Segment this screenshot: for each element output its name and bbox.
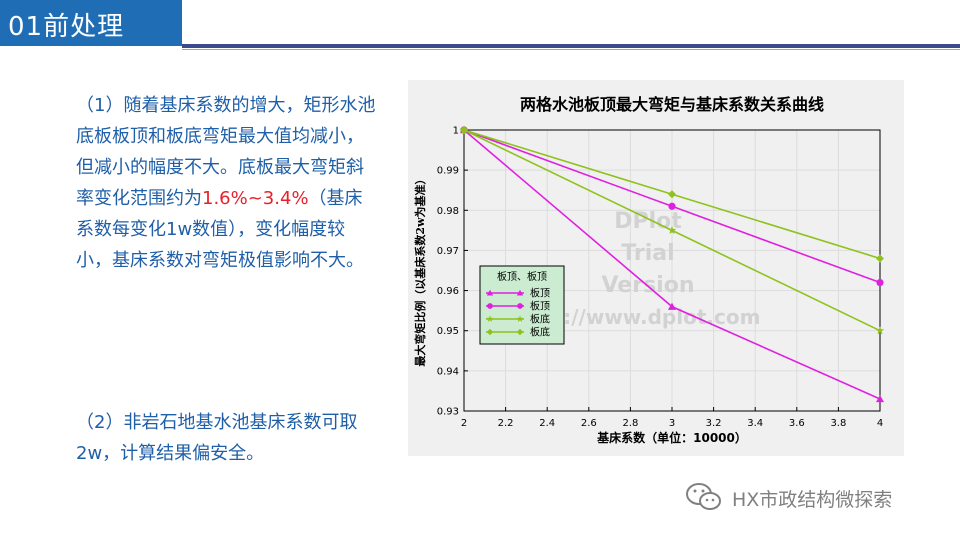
data-point-star <box>486 315 494 322</box>
highlight-range: 1.6%~3.4% <box>202 188 309 209</box>
legend-entry: 板顶 <box>486 287 550 300</box>
x-tick-label: 3.6 <box>789 418 805 429</box>
data-point-circle <box>517 303 523 309</box>
x-tick-label: 3.4 <box>747 418 763 429</box>
y-axis-label: 最大弯矩比例（以基床系数2w为基准） <box>413 173 427 366</box>
dplot-watermark-text: Trial <box>621 241 674 266</box>
data-point-circle <box>668 202 676 210</box>
x-tick-label: 3 <box>669 418 675 429</box>
data-point-diamond <box>876 254 884 263</box>
chart-panel: 两格水池板顶最大弯矩与基床系数关系曲线 DPlot Trial Version htt… <box>408 80 904 456</box>
y-tick-label: 0.94 <box>437 366 459 377</box>
data-point-triangle <box>876 394 884 403</box>
data-point-triangle <box>516 289 524 296</box>
title-divider-thin <box>182 49 960 50</box>
x-tick-label: 2.2 <box>498 418 514 429</box>
y-tick-label: 0.99 <box>437 166 459 177</box>
x-tick-label: 2.8 <box>622 418 638 429</box>
y-tick-label: 0.97 <box>437 246 459 257</box>
data-point-circle <box>876 278 884 287</box>
y-tick-label: 0.98 <box>437 206 459 217</box>
legend-label: 板底 <box>530 313 550 326</box>
paragraph-1: （1）随着基床系数的增大，矩形水池底板板顶和板底弯矩最大值均减小，但减小的幅度不… <box>76 90 376 276</box>
data-point-star <box>516 315 524 322</box>
paragraph-2: （2）非岩石地基水池基床系数可取2w，计算结果偏安全。 <box>76 412 358 464</box>
y-tick-label: 0.93 <box>437 407 459 418</box>
legend-title: 板顶、板顶 <box>497 270 547 283</box>
x-tick-label: 2.4 <box>539 418 555 429</box>
data-point-triangle <box>668 302 676 310</box>
y-tick-label: 0.95 <box>437 326 459 337</box>
legend-entry: 板底 <box>486 326 550 339</box>
watermark: HX市政结构微探索 <box>684 480 944 516</box>
x-axis-label: 基床系数（单位：10000） <box>596 430 747 445</box>
chart: 两格水池板顶最大弯矩与基床系数关系曲线 DPlotTrialVersionhtt… <box>413 95 885 445</box>
data-point-diamond <box>668 190 676 199</box>
data-point-triangle <box>486 289 494 296</box>
data-point-diamond <box>460 126 468 134</box>
paragraph-1-text: （1）随着基床系数的增大，矩形水池底板板顶和板底弯矩最大值均减小，但减小的幅度不… <box>76 95 376 209</box>
chart-title: 两格水池板顶最大弯矩与基床系数关系曲线 <box>520 95 824 114</box>
data-point-circle <box>487 303 493 309</box>
legend-label: 板顶 <box>530 300 550 313</box>
series-4 <box>460 126 884 263</box>
watermark-text: HX市政结构微探索 <box>732 489 893 511</box>
slide-title-bar: 01前处理 <box>0 0 182 46</box>
x-tick-label: 3.2 <box>706 418 722 429</box>
paragraph-1-text-end: （基床系数每变化1w数值），变化幅度较小，基床系数对弯矩极值影响不大。 <box>76 188 364 271</box>
x-tick-label: 3.8 <box>830 418 846 429</box>
slide-title: 01前处理 <box>8 12 125 42</box>
legend-entry: 板顶 <box>486 300 550 313</box>
data-point-star <box>875 326 885 335</box>
y-tick-label: 1 <box>453 126 459 137</box>
x-tick-label: 2.6 <box>581 418 597 429</box>
x-tick-label: 4 <box>877 418 883 429</box>
legend-entry: 板底 <box>486 313 550 326</box>
legend-label: 板底 <box>530 326 550 339</box>
data-point-star <box>667 225 677 234</box>
x-tick-label: 2 <box>461 418 467 429</box>
wechat-icon <box>686 483 721 510</box>
data-point-diamond <box>486 328 494 336</box>
y-tick-label: 0.96 <box>437 286 459 297</box>
title-divider <box>182 44 960 48</box>
legend-label: 板顶 <box>530 287 550 300</box>
data-point-diamond <box>516 328 524 336</box>
